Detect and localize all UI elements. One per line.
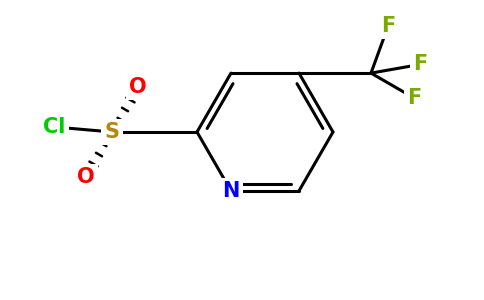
Text: N: N [222, 181, 240, 201]
Text: F: F [413, 54, 427, 74]
Text: S: S [105, 122, 120, 142]
Text: Cl: Cl [43, 117, 65, 137]
Text: O: O [129, 77, 147, 97]
Text: F: F [407, 88, 422, 108]
Text: F: F [381, 16, 395, 36]
Text: O: O [77, 167, 95, 187]
